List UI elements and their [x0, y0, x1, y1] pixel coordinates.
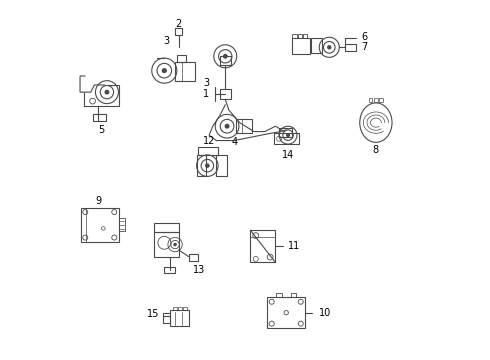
Text: 10: 10 — [319, 308, 332, 318]
Text: 9: 9 — [95, 195, 101, 206]
Bar — [220, 89, 231, 99]
Bar — [279, 128, 292, 137]
Circle shape — [105, 90, 109, 94]
Text: 1: 1 — [203, 89, 209, 99]
Text: 7: 7 — [362, 42, 368, 52]
Circle shape — [225, 125, 229, 128]
Bar — [163, 313, 170, 323]
Bar — [178, 307, 182, 310]
Bar — [198, 147, 218, 155]
Text: 3: 3 — [163, 36, 169, 46]
Bar — [175, 62, 195, 81]
Bar — [345, 44, 356, 51]
Bar — [183, 307, 187, 310]
Bar — [164, 267, 175, 273]
Text: 15: 15 — [147, 310, 159, 319]
Circle shape — [162, 69, 166, 72]
Circle shape — [223, 55, 227, 58]
Bar — [374, 98, 378, 102]
Bar — [81, 208, 119, 242]
Text: 2: 2 — [175, 19, 182, 29]
Circle shape — [206, 164, 209, 167]
Circle shape — [328, 46, 331, 49]
Bar — [236, 119, 252, 134]
Bar — [268, 297, 305, 328]
Text: 8: 8 — [373, 144, 379, 154]
Bar — [119, 219, 125, 231]
Bar — [220, 56, 231, 65]
Bar — [190, 253, 198, 261]
Text: 3: 3 — [203, 78, 209, 88]
Text: 14: 14 — [282, 150, 294, 160]
Text: 12: 12 — [203, 136, 215, 145]
Bar — [368, 98, 372, 102]
Text: 6: 6 — [362, 32, 368, 41]
Bar — [216, 155, 227, 176]
Bar — [379, 98, 383, 102]
Text: 5: 5 — [98, 125, 105, 135]
Bar — [153, 223, 179, 232]
Bar — [276, 293, 282, 297]
Bar — [196, 155, 205, 176]
Bar — [175, 28, 182, 35]
Text: 11: 11 — [288, 241, 300, 251]
Bar — [93, 114, 106, 121]
Circle shape — [287, 134, 290, 136]
Bar — [177, 55, 186, 62]
Bar — [274, 134, 299, 144]
Bar — [293, 34, 296, 39]
Text: 4: 4 — [231, 138, 237, 147]
Bar — [292, 39, 310, 54]
Text: 13: 13 — [193, 265, 205, 275]
Bar — [291, 293, 296, 297]
Circle shape — [174, 243, 176, 246]
Bar — [303, 34, 307, 39]
Bar — [173, 307, 177, 310]
Bar — [170, 310, 190, 326]
Bar — [311, 39, 322, 53]
Bar — [298, 34, 302, 39]
